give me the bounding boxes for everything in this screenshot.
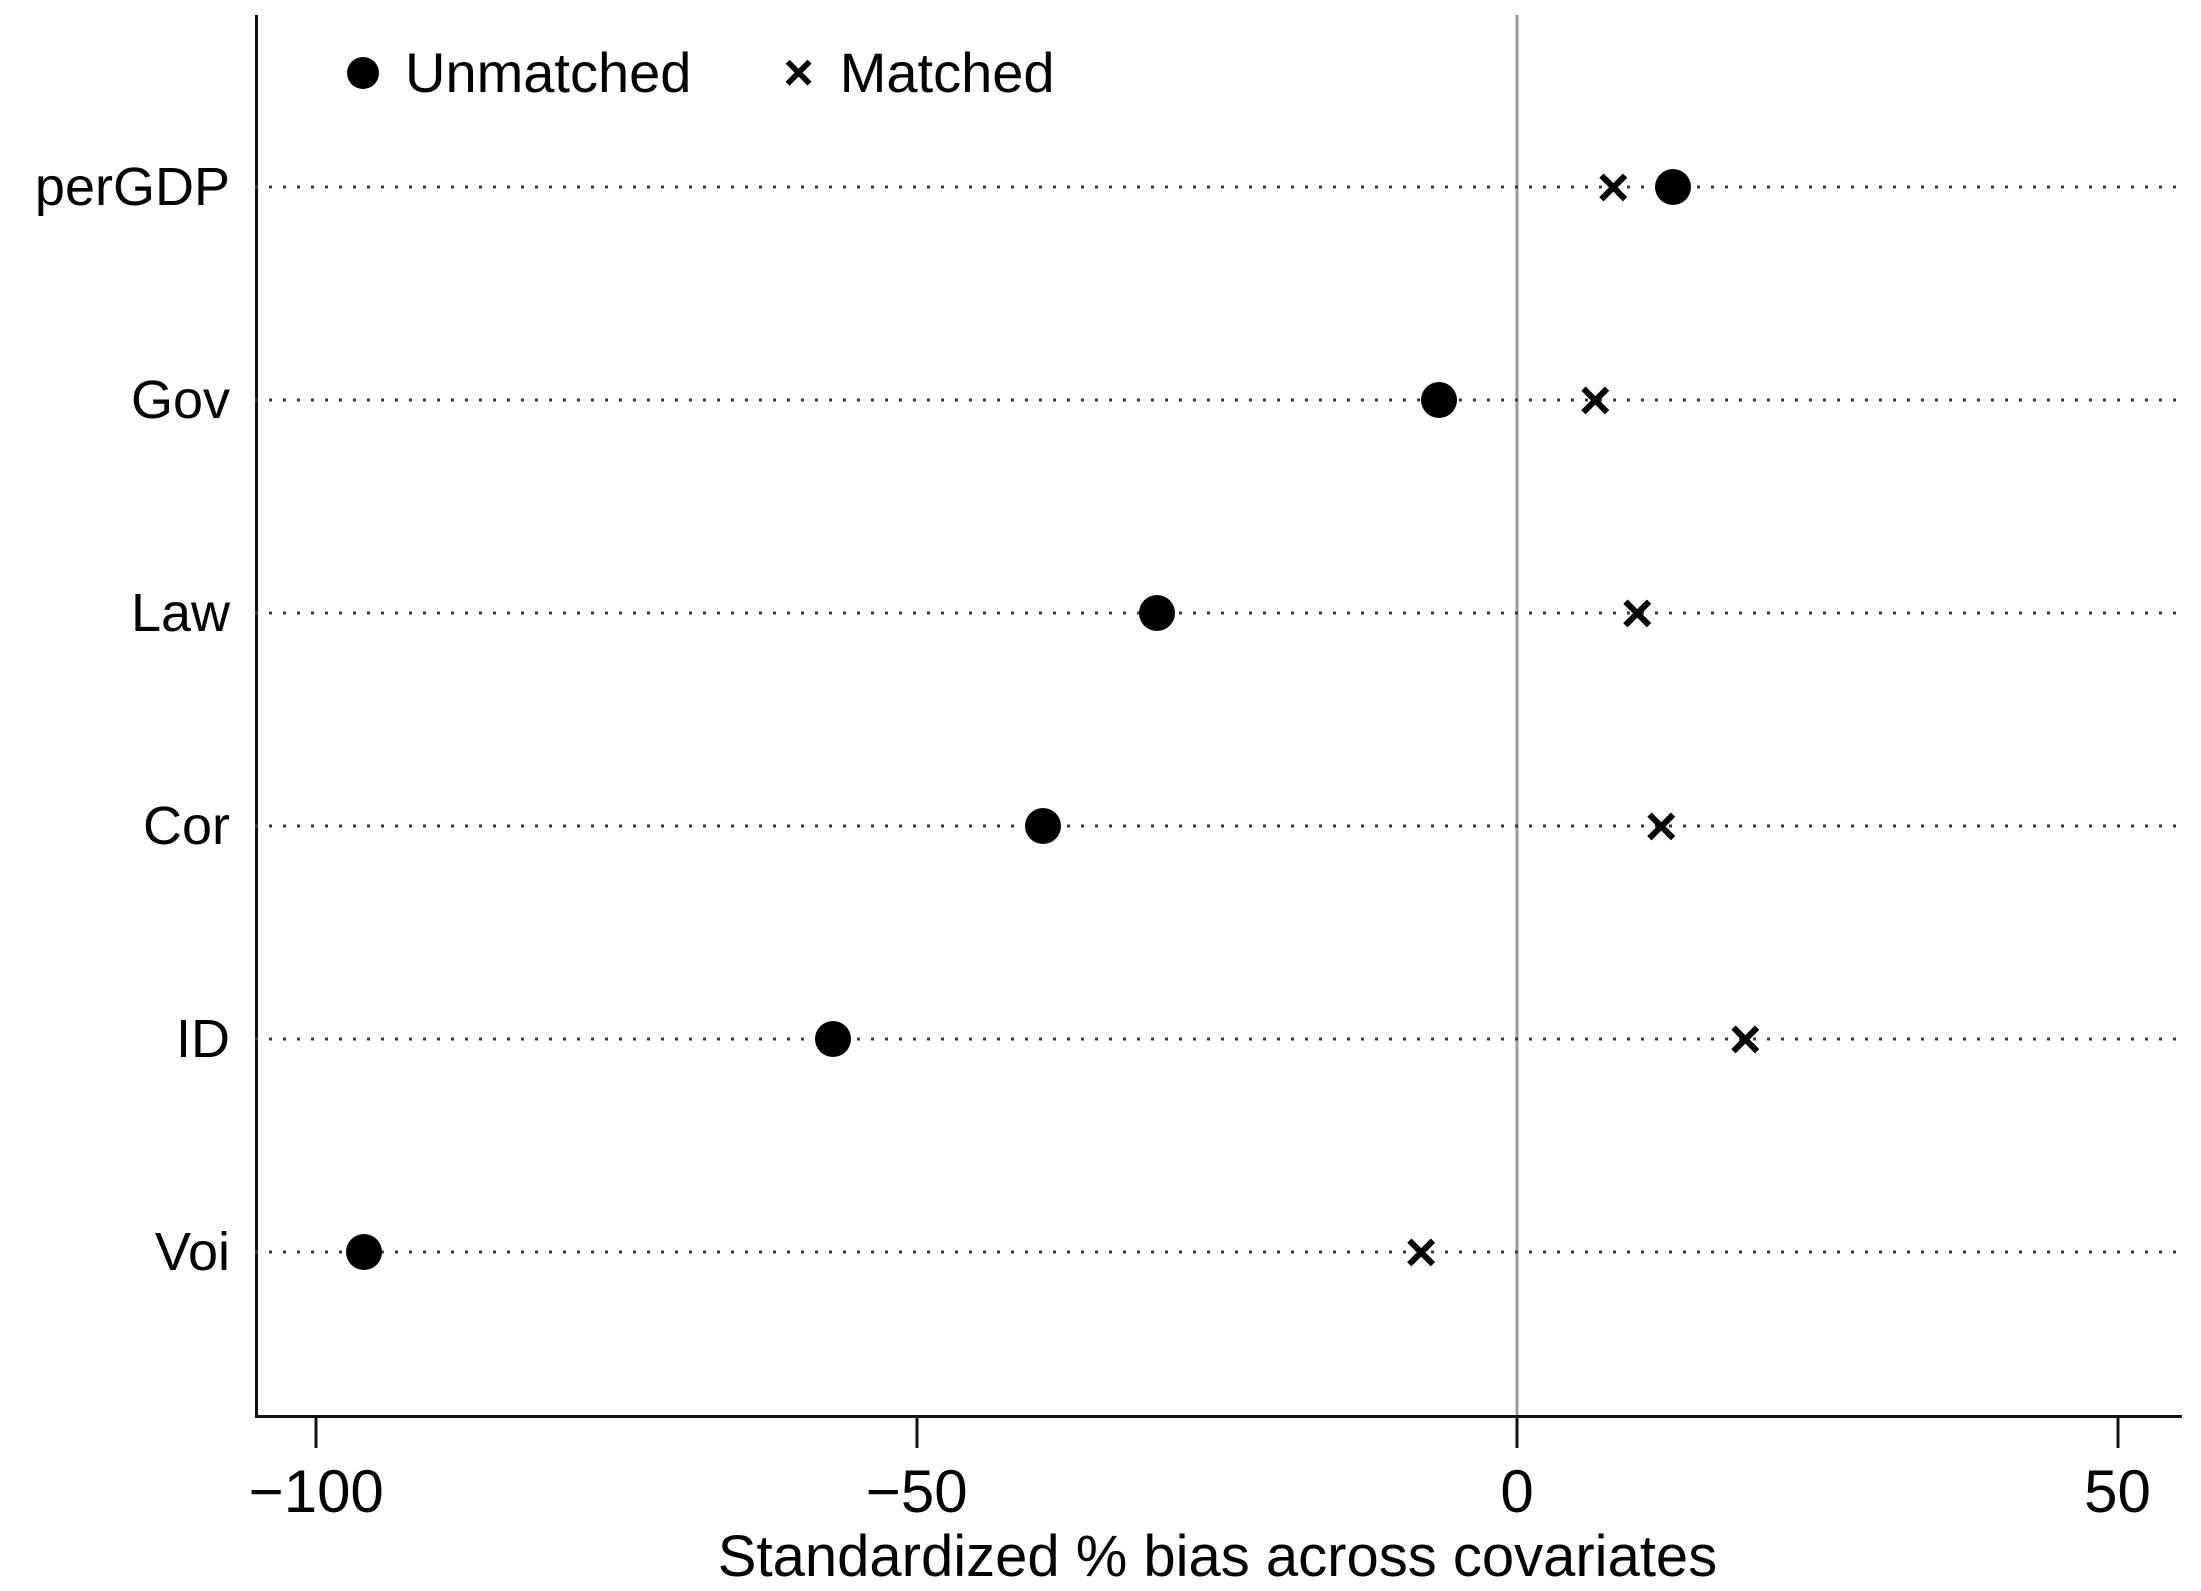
x-tick-label-50: 50: [2084, 1458, 2151, 1525]
matched-marker-law: ×: [1620, 581, 1654, 645]
matched-marker-cor: ×: [1644, 794, 1678, 858]
category-label-cor: Cor: [142, 796, 230, 857]
x-tick-label--50: −50: [865, 1458, 968, 1525]
grid-line-pergdp: [255, 185, 2180, 189]
matched-marker-voi: ×: [1404, 1219, 1438, 1283]
grid-line-law: [255, 611, 2180, 615]
x-tick-mark--50: [915, 1415, 919, 1448]
unmatched-circle-marker-icon: [347, 57, 379, 89]
category-label-gov: Gov: [130, 370, 230, 431]
category-label-id: ID: [176, 1008, 230, 1069]
unmatched-marker-gov: [1421, 382, 1458, 419]
plot-area: Unmatched × Matched × × × × × ×: [255, 15, 2180, 1415]
category-label-voi: Voi: [154, 1221, 230, 1282]
matched-x-marker-icon: ×: [783, 44, 814, 102]
grid-line-gov: [255, 398, 2180, 402]
x-tick-mark-50: [2116, 1415, 2120, 1448]
matched-marker-gov: ×: [1578, 368, 1612, 432]
y-axis-line: [255, 15, 258, 1418]
x-axis-line: [255, 1415, 2182, 1418]
grid-line-id: [255, 1037, 2180, 1041]
x-tick-mark-0: [1515, 1415, 1519, 1448]
x-tick-mark--100: [314, 1415, 318, 1448]
unmatched-marker-cor: [1024, 808, 1061, 845]
legend: Unmatched × Matched: [347, 45, 1055, 101]
category-label-law: Law: [130, 583, 230, 644]
legend-label-matched: Matched: [839, 41, 1055, 104]
unmatched-marker-law: [1138, 595, 1175, 632]
unmatched-marker-pergdp: [1655, 169, 1692, 206]
matched-marker-pergdp: ×: [1596, 155, 1630, 219]
matched-marker-id: ×: [1728, 1006, 1762, 1070]
legend-label-unmatched: Unmatched: [405, 41, 692, 104]
x-tick-label--100: −100: [248, 1458, 384, 1525]
x-axis-title: Standardized % bias across covariates: [717, 1524, 1718, 1589]
x-tick-label-0: 0: [1500, 1458, 1534, 1525]
category-label-pergdp: perGDP: [34, 157, 230, 218]
unmatched-marker-id: [814, 1020, 851, 1057]
grid-line-cor: [255, 824, 2180, 828]
unmatched-marker-voi: [346, 1233, 383, 1270]
zero-reference-line: [1515, 15, 1519, 1415]
grid-line-voi: [255, 1250, 2180, 1254]
